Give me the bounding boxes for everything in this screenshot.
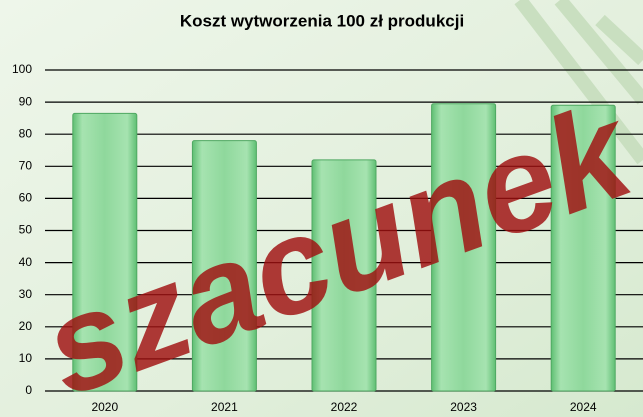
y-tick-label: 60: [19, 191, 33, 205]
x-tick-label: 2023: [450, 400, 477, 414]
x-tick-label: 2024: [570, 400, 597, 414]
bar: [191, 140, 257, 392]
x-tick-label: 2020: [91, 400, 118, 414]
y-tick-label: 100: [12, 62, 32, 76]
y-tick-label: 90: [19, 94, 33, 108]
y-tick-label: 80: [19, 126, 33, 140]
chart-title: Koszt wytworzenia 100 zł produkcji: [180, 11, 464, 30]
y-tick-label: 40: [19, 255, 33, 269]
plot-area: 0 10 20 30 40 50 60 70 80 90 100 2020 2021 2022 2023 20…: [12, 62, 643, 414]
bar: [311, 159, 377, 392]
y-tick-label: 30: [19, 287, 33, 301]
bar: [431, 103, 497, 392]
y-tick-label: 0: [25, 383, 32, 397]
x-tick-label: 2021: [211, 400, 238, 414]
y-tick-label: 50: [19, 223, 33, 237]
y-tick-label: 10: [19, 351, 33, 365]
y-tick-label: 20: [19, 319, 33, 333]
background-decoration: [514, 0, 643, 165]
bar: [72, 112, 138, 392]
bar: [550, 104, 616, 392]
y-tick-label: 70: [19, 158, 33, 172]
x-tick-label: 2022: [331, 400, 358, 414]
